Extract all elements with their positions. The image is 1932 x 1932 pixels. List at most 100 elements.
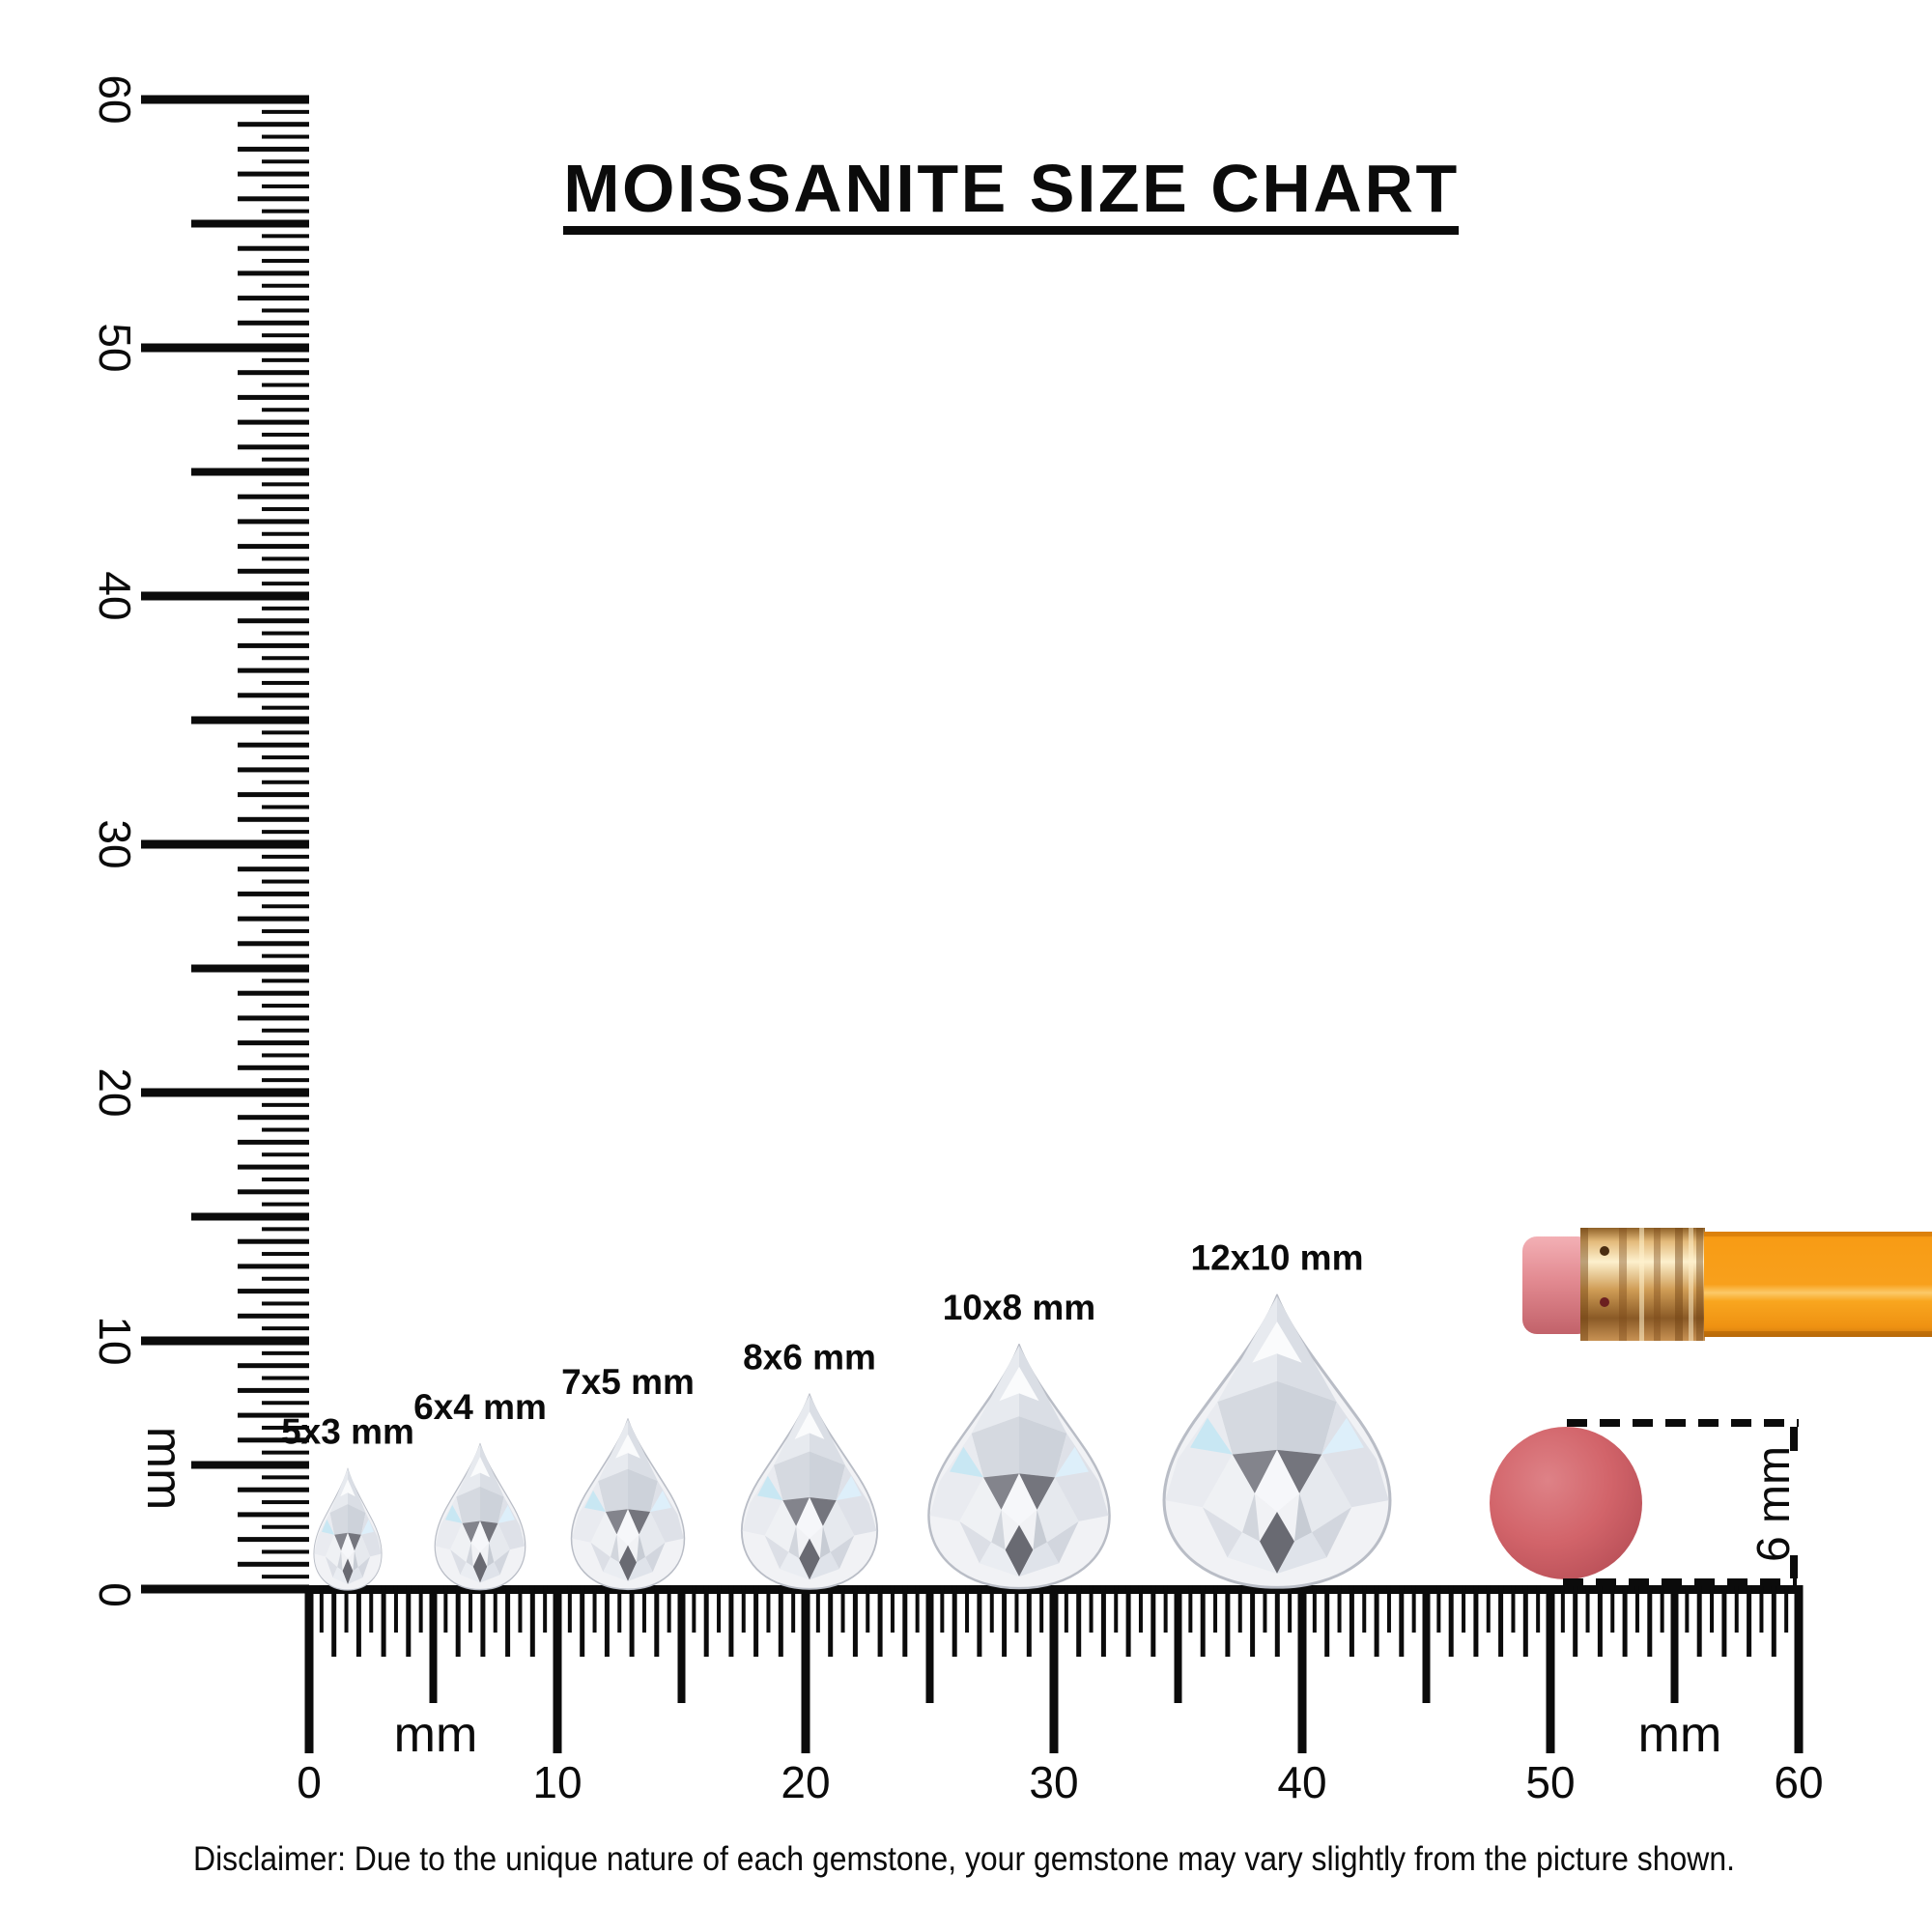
ruler-tick [141,1584,309,1594]
ruler-tick [766,1585,771,1633]
ruler-tick [238,1561,309,1567]
ruler-tick [1560,1585,1565,1633]
ruler-tick [262,780,309,784]
ruler-tick [728,1585,734,1657]
ruler-tick [480,1585,486,1657]
ruler-tick [1312,1585,1317,1633]
ruler-tick [262,1500,309,1505]
ruler-tick [238,146,309,152]
ruler-tick [1076,1585,1082,1657]
ruler-tick [703,1585,709,1657]
ruler-tick [1448,1585,1454,1657]
ruler-tick [238,1139,309,1145]
ruler-tick [580,1585,585,1657]
ruler-tick [1721,1585,1727,1657]
ruler-tick [1473,1585,1479,1657]
ruler-tick [1622,1585,1628,1657]
ruler-tick [1386,1585,1391,1633]
ruler-tick [262,134,309,139]
horizontal-ruler-number: 50 [1525,1757,1575,1807]
ruler-tick [915,1585,920,1633]
horizontal-ruler: 0 10 20 30 40 50 60 mm mm [297,1585,1824,1807]
ruler-tick [262,1152,309,1157]
ruler-tick [553,1585,562,1753]
ruler-tick [567,1585,572,1633]
horizontal-ruler-number: 0 [297,1757,322,1807]
vertical-ruler-number: 60 [90,74,140,124]
horizontal-ruler-number: 60 [1774,1757,1823,1807]
ruler-tick [1263,1585,1267,1633]
ruler-tick [262,755,309,760]
ruler-tick [262,507,309,512]
ruler-tick [753,1585,759,1657]
ferrule-highlight [1639,1228,1644,1341]
ruler-tick [1794,1585,1804,1753]
ruler-tick [262,1053,309,1058]
ruler-tick [191,468,309,476]
ruler-tick [238,568,309,574]
ruler-tick [1089,1585,1094,1633]
ruler-tick [262,184,309,188]
ruler-tick [902,1585,908,1657]
ruler-tick [1237,1585,1242,1633]
ruler-tick [1734,1585,1739,1633]
pear-gem-image [434,1443,526,1591]
ruler-tick [262,1127,309,1132]
ruler-tick [262,879,309,884]
ruler-tick [406,1585,412,1657]
ruler-tick [238,792,309,798]
ruler-tick [1324,1585,1330,1657]
ruler-tick [238,618,309,624]
ruler-tick [141,1336,309,1346]
ferrule-ring [1675,1228,1683,1341]
ruler-tick [262,680,309,685]
ruler-tick [877,1585,883,1657]
ruler-tick [393,1585,398,1633]
ferrule-ring [1696,1228,1703,1341]
ruler-tick [1026,1585,1032,1657]
ruler-tick [1585,1585,1590,1633]
horizontal-ruler-unit: mm [394,1707,478,1763]
ruler-tick [429,1585,438,1703]
ruler-tick [604,1585,610,1657]
eraser-diameter-label: 6 mm [1748,1446,1800,1562]
ruler-tick [262,1252,309,1257]
vertical-ruler-unit: mm [136,1427,192,1511]
ruler-tick [238,1412,309,1418]
ruler-tick [1411,1585,1416,1633]
ruler-tick [1125,1585,1131,1657]
ruler-tick [262,357,309,362]
vertical-ruler-number: 0 [90,1582,140,1607]
ruler-tick [262,904,309,909]
ruler-tick [667,1585,671,1633]
ruler-tick [717,1585,722,1633]
ruler-tick [1511,1585,1516,1633]
vertical-ruler-number: 40 [90,571,140,620]
ruler-tick [1422,1585,1431,1703]
ruler-tick [262,1177,309,1181]
ruler-tick [1399,1585,1405,1657]
ruler-tick [262,953,309,958]
ruler-tick [238,1115,309,1121]
ruler-tick [1163,1585,1168,1633]
ruler-tick [840,1585,845,1633]
eraser-disc [1490,1427,1642,1579]
ferrule-crimp-dot [1600,1246,1609,1256]
ruler-tick [262,1202,309,1207]
gem-item: 7x5 mm [561,1362,695,1591]
ruler-tick [1138,1585,1143,1633]
ruler-tick [1374,1585,1379,1657]
gem-item: 12x10 mm [1162,1238,1392,1589]
gem-item: 5x3 mm [281,1412,414,1591]
ruler-tick [1250,1585,1256,1657]
ruler-tick [262,606,309,611]
ruler-tick [1498,1585,1504,1657]
ruler-tick [1759,1585,1764,1633]
ruler-tick [141,591,309,601]
ruler-tick [1747,1585,1752,1657]
pencil-body-bottom-edge [1704,1331,1932,1337]
ruler-tick [262,1028,309,1033]
